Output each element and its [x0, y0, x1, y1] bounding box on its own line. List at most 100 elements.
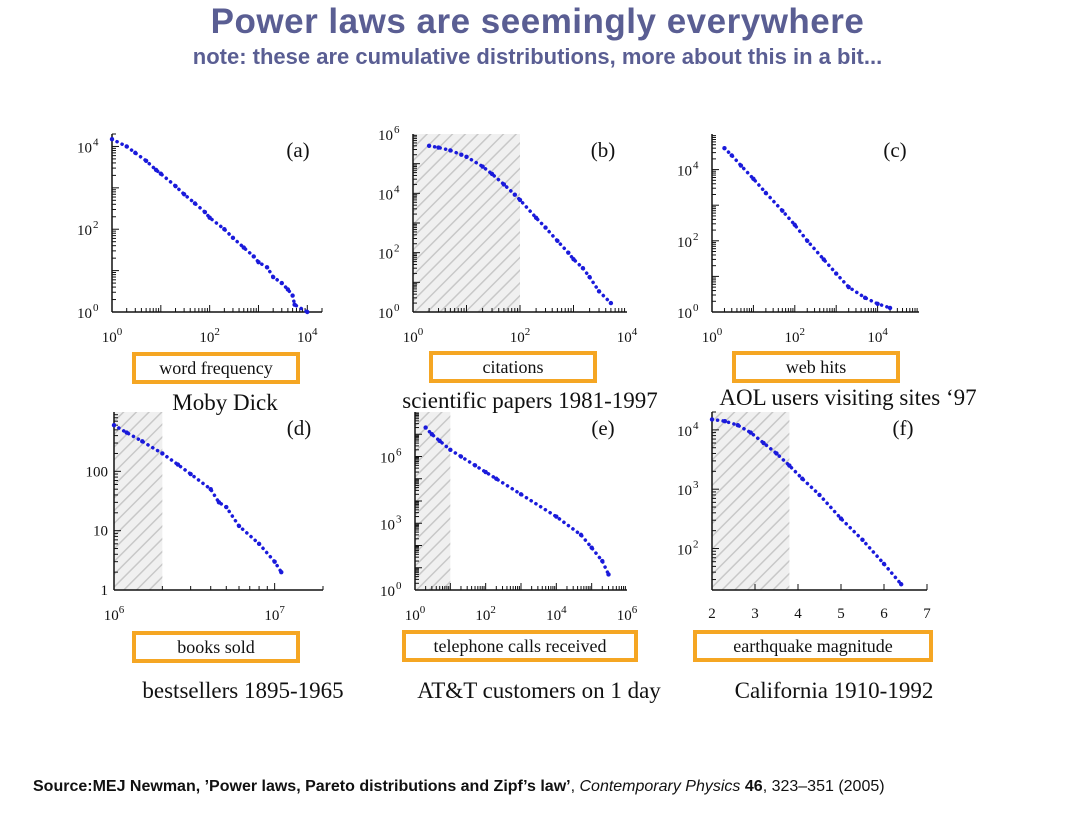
panel-a-label: (a)	[286, 138, 309, 162]
panel-f-data-trace	[710, 417, 903, 587]
panel-a-y-tick-label: 10	[77, 140, 92, 156]
panel-b-shaded-region	[413, 134, 520, 312]
panel-c-x-tick-label: 104	[867, 326, 888, 346]
panel-d-data-trace	[112, 423, 284, 574]
panel-e-xlabel-box	[402, 630, 638, 662]
panel-e-x-tick-label: 102	[475, 604, 496, 624]
source-citation: Source:MEJ Newman, ’Power laws, Pareto d…	[33, 778, 885, 796]
panel-b-caption: scientific papers 1981-1997	[402, 388, 657, 413]
panel-f-y-tick-label: 10	[677, 424, 692, 440]
panel-c-label: (c)	[883, 138, 906, 162]
panel-a-xlabel: word frequency	[159, 358, 272, 378]
panel-a-data-trace	[110, 137, 310, 314]
panel-e-x-tick-label: 106	[617, 604, 638, 624]
panel-c-x-tick-label: 102	[785, 326, 806, 346]
panel-b-y-tick-label: 10	[378, 247, 393, 263]
panel-e-caption: AT&T customers on 1 day	[417, 678, 661, 703]
panel-b-y-tick-exponent: 2	[394, 243, 400, 255]
panel-e-xlabel: telephone calls received	[434, 636, 607, 656]
panel-d-y-tick-label: 100	[86, 464, 109, 480]
panel-b-xlabel: citations	[483, 357, 544, 377]
panel-d-caption: bestsellers 1895-1965	[142, 678, 343, 703]
panel-f-xlabel: earthquake magnitude	[733, 636, 892, 656]
panel-a-y-tick-label: 10	[77, 223, 92, 239]
panel-f-y-tick-label: 10	[677, 543, 692, 559]
panel-f-y-tick-exponent: 3	[693, 479, 699, 491]
panel-e-y-tick-label: 10	[380, 517, 395, 533]
panel-a-x-tick-label: 100	[102, 326, 123, 346]
panel-a-caption: Moby Dick	[172, 390, 278, 415]
panel-b-data-trace	[427, 144, 613, 305]
panel-c-data-point	[887, 305, 893, 311]
panel-f-x-tick-label: 3	[751, 606, 759, 622]
panel-f-y-tick-exponent: 2	[693, 539, 699, 551]
panel-e-y-tick-label: 10	[380, 451, 395, 467]
panel-f-x-tick-label: 7	[923, 606, 931, 622]
panel-f-y-tick-label: 10	[677, 483, 692, 499]
panel-b-x-tick-label: 102	[510, 326, 531, 346]
panel-c-data-trace	[722, 146, 892, 310]
panel-b-y-tick-exponent: 4	[394, 183, 400, 195]
source-prefix: Source:MEJ Newman, ’Power laws, Pareto d…	[33, 778, 571, 795]
panel-b-y-tick-exponent: 6	[394, 124, 400, 136]
panel-f-label: (f)	[893, 416, 914, 440]
panel-f-x-tick-label: 6	[880, 606, 888, 622]
panel-e-label: (e)	[591, 416, 614, 440]
panel-c-xlabel-box	[732, 351, 900, 383]
panel-b-y-tick-label: 10	[378, 128, 393, 144]
panel-f-x-tick-label: 5	[837, 606, 845, 622]
panel-b-y-tick-label: 10	[378, 187, 393, 203]
panel-d-x-tick-label: 107	[264, 604, 285, 624]
panel-d-y-tick-label: 1	[101, 583, 109, 599]
panel-f-shaded-region	[712, 412, 790, 590]
panel-c-x-tick-label: 100	[702, 326, 723, 346]
panel-f-xlabel-box	[693, 630, 933, 662]
panel-c-y-tick-label: 10	[677, 235, 692, 251]
panel-f-data-point	[899, 582, 904, 587]
panel-f-caption: California 1910-1992	[735, 678, 934, 703]
panel-c-y-tick-label: 10	[677, 164, 692, 180]
panel-a-x-tick-label: 104	[297, 326, 318, 346]
panel-b-data-point	[608, 300, 614, 306]
panel-b-xlabel-box	[429, 351, 597, 383]
panel-d-label: (d)	[287, 416, 312, 440]
slide-title: Power laws are seemingly everywhere	[210, 2, 865, 41]
source-pages: , 323–351 (2005)	[762, 778, 885, 795]
panel-d-xlabel-box	[132, 631, 300, 663]
panel-b-x-tick-label: 104	[617, 326, 638, 346]
panel-a-xlabel-box	[132, 352, 300, 384]
slide-subtitle: note: these are cumulative distributions…	[192, 44, 883, 69]
panel-c-y-tick-exponent: 4	[693, 160, 699, 172]
panel-b-y-tick-exponent: 0	[394, 302, 400, 314]
panel-f-y-tick-exponent: 4	[693, 420, 699, 432]
panel-b-y-tick-label: 10	[378, 306, 393, 322]
panel-c-y-tick-exponent: 2	[693, 231, 699, 243]
source-journal: Contemporary Physics	[579, 778, 741, 795]
panel-e-data-trace	[423, 425, 611, 577]
panel-e-y-tick-exponent: 3	[396, 513, 402, 525]
panel-e-y-tick-label: 10	[380, 584, 395, 600]
panel-a-y-tick-exponent: 0	[93, 302, 99, 314]
panel-e-y-tick-exponent: 6	[396, 447, 402, 459]
panel-a-y-tick-exponent: 2	[93, 219, 99, 231]
panel-c-caption: AOL users visiting sites ‘97	[719, 385, 976, 410]
source-volume: 46	[744, 778, 763, 795]
panel-a-x-tick-label: 102	[199, 326, 220, 346]
panel-d-x-tick-label: 106	[104, 604, 125, 624]
panel-c-y-tick-label: 10	[677, 306, 692, 322]
panel-c-y-tick-exponent: 0	[693, 302, 699, 314]
panel-a-y-tick-exponent: 4	[93, 136, 99, 148]
panel-b-label: (b)	[591, 138, 616, 162]
source-separator: ,	[570, 778, 580, 795]
panel-d-y-tick-label: 10	[93, 524, 108, 540]
panel-d-shaded-region	[114, 412, 163, 590]
panel-e-x-tick-label: 100	[405, 604, 426, 624]
panel-b-x-tick-label: 100	[403, 326, 424, 346]
panel-c-xlabel: web hits	[786, 357, 847, 377]
panel-f-x-tick-label: 4	[794, 606, 802, 622]
panel-e-y-tick-exponent: 0	[396, 580, 402, 592]
panel-e-x-tick-label: 104	[546, 604, 567, 624]
panel-a-y-tick-label: 10	[77, 306, 92, 322]
panel-f-x-tick-label: 2	[708, 606, 716, 622]
